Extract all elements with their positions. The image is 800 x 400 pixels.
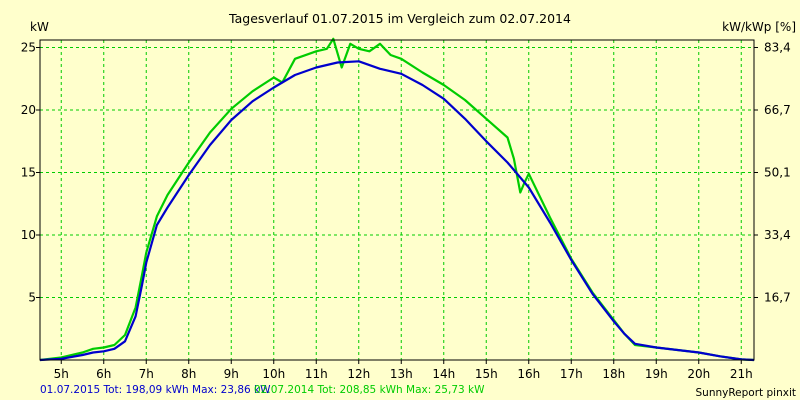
x-ticks: 5h 6h 7h 8h 9h 10h 11h 12h 13h 14h 15h 16h 17h 18h 19h… (54, 360, 753, 381)
x-tick-label: 5h (54, 367, 69, 381)
y-tick-label-left: 5 (28, 291, 36, 305)
x-tick-label: 21h (730, 367, 753, 381)
x-tick-label: 19h (645, 367, 668, 381)
grid (40, 40, 754, 360)
x-tick-label: 18h (602, 367, 625, 381)
legend-2015: 01.07.2015 Tot: 198,09 kWh Max: 23,86 kW (40, 384, 271, 396)
y-tick-label-right: 66,7 (764, 103, 791, 117)
y-tick-label-left: 10 (21, 228, 36, 242)
x-tick-label: 7h (139, 367, 154, 381)
y-tick-label-left: 15 (21, 166, 36, 180)
x-tick-label: 6h (96, 367, 111, 381)
x-tick-label: 16h (517, 367, 540, 381)
x-tick-label: 17h (560, 367, 583, 381)
y-axis-label-right: kW/kWp [%] (722, 20, 796, 34)
y-tick-label-left: 20 (21, 103, 36, 117)
y-axis-label-left: kW (30, 20, 49, 34)
series-layer (39, 37, 755, 362)
y-tick-label-right: 83,4 (764, 41, 791, 55)
y-tick-label-right: 33,4 (764, 228, 791, 242)
y-tick-label-right: 50,1 (764, 166, 791, 180)
y-tick-label-right: 16,7 (764, 291, 791, 305)
series-line-01-07-2015 (39, 60, 755, 362)
footer-credit: SunnyReport pinxit (696, 387, 796, 399)
plot-area (40, 40, 754, 360)
x-tick-label: 9h (224, 367, 239, 381)
y-tick-label-left: 25 (21, 41, 36, 55)
x-tick-label: 14h (432, 367, 455, 381)
chart-title: Tagesverlauf 01.07.2015 im Vergleich zum… (228, 11, 571, 26)
x-tick-label: 11h (305, 367, 328, 381)
plot-border (39, 39, 755, 361)
x-tick-label: 13h (390, 367, 413, 381)
y-ticks-right: 16,7 33,4 50,1 66,7 83,4 (754, 41, 791, 305)
x-tick-label: 8h (181, 367, 196, 381)
legend-2014: 02.07.2014 Tot: 208,85 kWh Max: 25,73 kW (254, 384, 485, 396)
x-tick-label: 20h (687, 367, 710, 381)
x-tick-label: 12h (347, 367, 370, 381)
x-tick-label: 10h (262, 367, 285, 381)
y-ticks-left: 5 10 15 20 25 (21, 41, 40, 305)
x-tick-label: 15h (475, 367, 498, 381)
